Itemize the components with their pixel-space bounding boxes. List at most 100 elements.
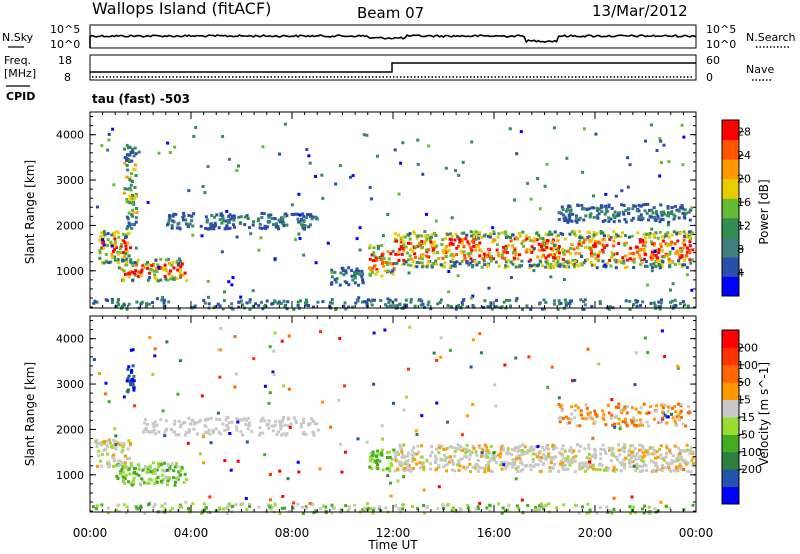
range-cell (371, 453, 375, 457)
range-cell (670, 261, 674, 264)
colorbar-swatch (722, 486, 739, 505)
range-cell (360, 275, 364, 279)
range-cell (574, 251, 578, 255)
range-cell (596, 208, 600, 212)
range-cell (380, 274, 384, 278)
range-cell (433, 231, 437, 235)
range-cell (222, 299, 226, 303)
range-cell (134, 194, 138, 198)
range-cell (666, 223, 670, 227)
range-cell (663, 413, 667, 417)
range-cell (445, 469, 449, 473)
range-cell (287, 417, 291, 421)
range-cell (641, 444, 644, 448)
range-cell (667, 160, 671, 164)
range-cell (543, 184, 547, 188)
range-cell (580, 236, 584, 240)
range-cell (429, 462, 432, 466)
range-cell (579, 413, 583, 417)
range-cell (537, 263, 540, 267)
range-cell (675, 457, 679, 460)
range-cell (556, 248, 560, 252)
range-cell (140, 300, 144, 304)
range-cell (564, 216, 568, 220)
range-cell (269, 213, 273, 217)
range-cell (596, 254, 600, 258)
nave-label: Nave (746, 63, 774, 76)
range-cell (221, 214, 225, 218)
range-cell (551, 264, 555, 268)
range-cell (282, 416, 286, 419)
range-cell (520, 453, 524, 456)
range-cell (316, 300, 320, 304)
range-cell (171, 507, 174, 511)
range-cell (112, 455, 116, 459)
range-cell (420, 239, 424, 243)
range-cell (631, 444, 635, 448)
range-cell (179, 275, 183, 279)
range-cell (272, 372, 276, 376)
range-cell (632, 505, 636, 509)
range-cell (563, 278, 566, 281)
range-cell (329, 425, 333, 429)
range-cell (153, 276, 157, 280)
range-cell (441, 256, 445, 260)
range-cell (559, 404, 563, 408)
range-cell (243, 215, 247, 219)
range-cell (405, 251, 409, 255)
range-cell (495, 248, 499, 252)
range-cell (564, 209, 568, 213)
x-tick-label: 20:00 (578, 526, 613, 540)
range-cell (469, 246, 473, 249)
range-cell (564, 218, 568, 222)
range-cell (277, 227, 281, 231)
range-cell (368, 257, 372, 261)
range-cell (278, 152, 281, 156)
range-cell (650, 269, 654, 273)
range-cell (673, 303, 677, 307)
range-cell (395, 261, 399, 265)
range-cell (594, 132, 598, 136)
range-cell (657, 300, 661, 304)
range-cell (346, 509, 350, 513)
range-cell (529, 197, 533, 201)
range-cell (125, 505, 129, 509)
range-cell (601, 259, 605, 263)
range-cell (562, 264, 566, 268)
range-cell (338, 164, 342, 168)
range-cell (191, 233, 195, 237)
range-cell (647, 424, 651, 428)
colorbar-swatch (722, 276, 739, 297)
range-cell (275, 432, 279, 436)
range-cell (408, 232, 412, 236)
range-cell (605, 243, 609, 247)
range-cell (404, 298, 408, 302)
range-cell (663, 355, 667, 359)
range-cell (184, 218, 188, 222)
range-cell (131, 194, 134, 197)
range-cell (677, 402, 680, 406)
range-cell (290, 212, 294, 216)
range-cell (381, 234, 385, 237)
range-cell (544, 260, 548, 264)
range-cell (467, 254, 471, 258)
range-cell (425, 265, 429, 269)
range-cell (170, 226, 174, 230)
range-cell (307, 423, 310, 426)
range-cell (596, 259, 600, 263)
range-cell (135, 211, 139, 215)
range-cell (447, 290, 451, 294)
range-cell (691, 258, 695, 262)
range-cell (494, 454, 498, 458)
range-cell (513, 246, 517, 250)
colorbar-tick-label: 12 (737, 220, 751, 233)
range-cell (121, 277, 125, 281)
range-cell (525, 250, 529, 254)
range-cell (644, 260, 648, 263)
range-cell (277, 300, 281, 304)
range-cell (415, 236, 419, 240)
range-cell (472, 235, 475, 239)
range-cell (435, 244, 439, 248)
range-cell (400, 240, 404, 244)
range-cell (178, 257, 181, 261)
